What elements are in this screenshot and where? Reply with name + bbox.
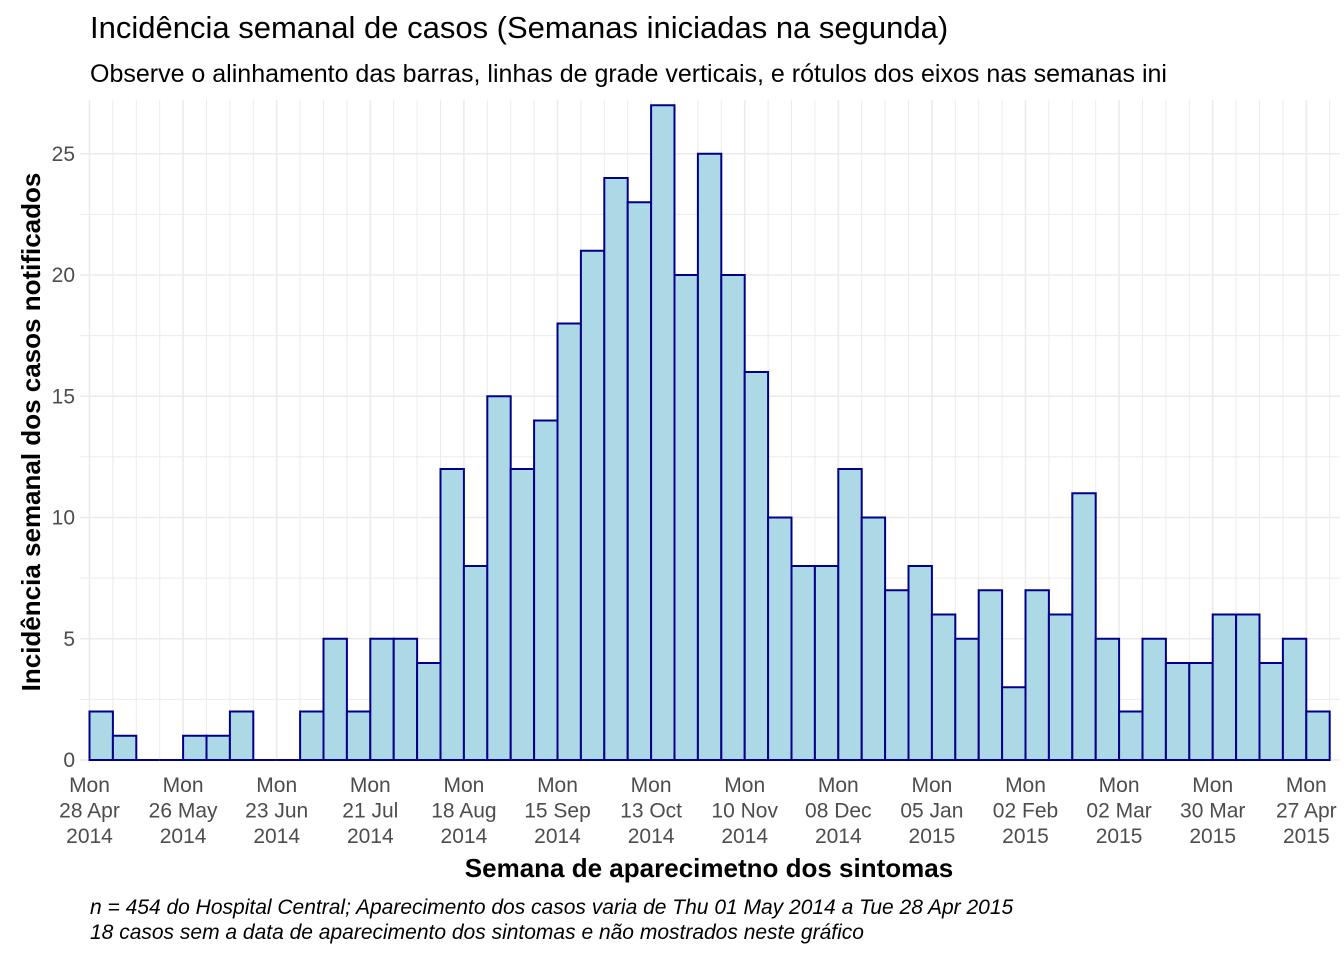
bar (416, 662, 442, 761)
chart-subtitle: Observe o alinhamento das barras, linhas… (90, 60, 1167, 88)
bar (790, 565, 816, 761)
bar (1258, 662, 1284, 761)
bar (720, 274, 746, 761)
bar (673, 274, 699, 761)
bar (205, 734, 231, 761)
bar (907, 565, 933, 761)
x-tick-label: Mon 23 Jun 2014 (245, 774, 308, 848)
bar (1305, 710, 1331, 761)
bar (556, 322, 582, 761)
x-axis-ticks: Mon 28 Apr 2014 Mon 26 May 2014 Mon 23 Jun 2014 M… (59, 774, 1337, 848)
bar (392, 637, 419, 761)
bar (1001, 686, 1027, 761)
bar (439, 468, 465, 761)
y-axis-title: Incidência semanal dos casos notificados (16, 173, 46, 692)
caption-line-1: n = 454 do Hospital Central; Apareciment… (90, 896, 1014, 919)
y-tick-label: 5 (63, 628, 75, 651)
bar (533, 419, 559, 761)
bar (650, 104, 676, 761)
bar (345, 710, 372, 761)
bar (88, 710, 114, 761)
bar (1188, 662, 1214, 761)
bar (509, 468, 536, 761)
x-tick-label: Mon 30 Mar 2015 (1180, 774, 1245, 848)
x-tick-label: Mon 15 Sep 2014 (524, 774, 591, 848)
bar (1141, 637, 1167, 761)
x-tick-label: Mon 02 Mar 2015 (1086, 774, 1151, 848)
x-axis-title: Semana de aparecimetno dos sintomas (465, 853, 953, 883)
bar (462, 565, 489, 761)
y-tick-label: 20 (52, 264, 75, 287)
bar (626, 201, 653, 761)
caption-line-2: 18 casos sem a data de aparecimento dos … (90, 921, 864, 944)
bar (486, 395, 512, 761)
bar (813, 565, 840, 761)
bar (369, 637, 395, 761)
y-tick-label: 25 (52, 143, 75, 166)
y-tick-label: 0 (63, 749, 75, 772)
x-tick-label: Mon 05 Jan 2015 (900, 774, 963, 848)
x-tick-label: Mon 10 Nov 2014 (711, 774, 778, 848)
bar (977, 589, 1004, 761)
bar (954, 637, 980, 761)
bar (299, 710, 325, 761)
bar (1164, 662, 1191, 761)
bar (182, 734, 208, 761)
bar (767, 516, 793, 761)
bar (1071, 492, 1097, 761)
bar (1047, 613, 1074, 761)
y-axis-ticks: 0 5 10 15 20 25 (52, 143, 75, 772)
x-tick-label: Mon 18 Aug 2014 (431, 774, 496, 848)
bar (111, 734, 138, 761)
bar (743, 371, 770, 761)
chart-title: Incidência semanal de casos (Semanas ini… (90, 10, 949, 45)
bar (579, 249, 606, 761)
x-tick-label: Mon 08 Dec 2014 (805, 774, 872, 848)
bar (1211, 613, 1238, 761)
bars (88, 104, 1331, 761)
x-tick-label: Mon 21 Jul 2014 (342, 774, 398, 848)
y-tick-label: 15 (52, 385, 75, 408)
bar (930, 613, 957, 761)
bar (1235, 613, 1261, 761)
bar (837, 468, 863, 761)
bar (1118, 710, 1144, 761)
x-tick-label: Mon 26 May 2014 (149, 774, 218, 848)
bar (1094, 637, 1121, 761)
x-tick-label: Mon 13 Oct 2014 (620, 774, 682, 848)
y-tick-label: 10 (52, 507, 75, 530)
x-tick-label: Mon 02 Feb 2015 (993, 774, 1058, 848)
x-tick-label: Mon 28 Apr 2014 (59, 774, 120, 848)
bar (1024, 589, 1050, 761)
bar (228, 710, 255, 761)
bar (884, 589, 910, 761)
bar (322, 637, 348, 761)
bar (696, 152, 723, 761)
chart-caption: n = 454 do Hospital Central; Apareciment… (90, 895, 1013, 945)
bar (603, 177, 629, 761)
x-tick-label: Mon 27 Apr 2015 (1276, 774, 1337, 848)
bar (860, 516, 887, 761)
bar (1281, 637, 1308, 761)
